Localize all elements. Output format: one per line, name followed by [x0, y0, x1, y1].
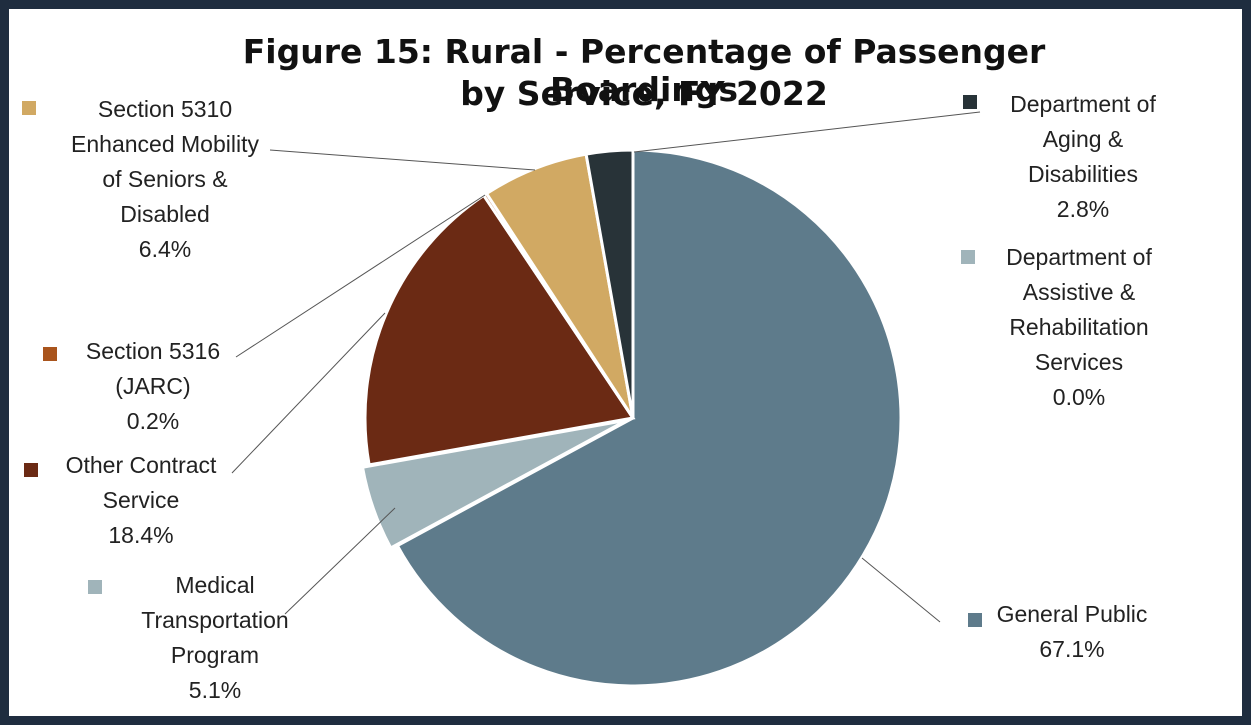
category-label-3: (JARC) — [115, 373, 190, 399]
category-label-6: Aging & — [1043, 126, 1124, 152]
category-label-3: Section 5316 — [86, 338, 220, 364]
legend-marker-6 — [963, 95, 977, 109]
category-label-5: Assistive & — [1023, 279, 1135, 305]
category-label-4: of Seniors & — [102, 166, 227, 192]
category-label-4: Enhanced Mobility — [71, 131, 259, 157]
category-label-2: Service — [103, 487, 180, 513]
data-label-0: 67.1% — [1039, 636, 1104, 662]
pie-slice-2 — [363, 193, 636, 467]
leader-line-1 — [284, 507, 396, 615]
category-label-6: Department of — [1010, 91, 1156, 117]
category-label-5: Rehabilitation — [1009, 314, 1148, 340]
data-label-1: 5.1% — [189, 677, 241, 703]
pie-slice-6 — [584, 148, 635, 419]
leader-line-6 — [633, 111, 981, 153]
category-label-0: General Public — [997, 601, 1148, 627]
chart-title-line-1: Figure 15: Rural - Percentage of Passeng… — [242, 32, 1046, 109]
data-label-4: 6.4% — [139, 236, 191, 262]
pie-slice-1 — [360, 418, 628, 550]
category-label-2: Other Contract — [66, 452, 217, 478]
legend-marker-2 — [24, 463, 38, 477]
pie-slice-0 — [395, 148, 903, 688]
leader-line-0 — [861, 557, 941, 623]
data-label-6: 2.8% — [1057, 196, 1109, 222]
category-label-5: Department of — [1006, 244, 1152, 270]
category-label-1: Program — [171, 642, 259, 668]
data-label-3: 0.2% — [127, 408, 179, 434]
leader-line-4 — [269, 149, 536, 171]
legend-marker-1 — [88, 580, 102, 594]
category-label-1: Transportation — [141, 607, 288, 633]
category-label-1: Medical — [175, 572, 254, 598]
category-label-6: Disabilities — [1028, 161, 1138, 187]
legend-marker-5 — [961, 250, 975, 264]
category-label-4: Disabled — [120, 201, 210, 227]
data-label-5: 0.0% — [1053, 384, 1105, 410]
leader-line-2 — [231, 312, 386, 474]
chart-title-line-2: by Service, FY 2022 — [460, 74, 828, 113]
legend-marker-3 — [43, 347, 57, 361]
legend-marker-4 — [22, 101, 36, 115]
category-label-4: Section 5310 — [98, 96, 232, 122]
legend-marker-0 — [968, 613, 982, 627]
data-label-2: 18.4% — [108, 522, 173, 548]
category-label-5: Services — [1035, 349, 1123, 375]
leader-line-3 — [235, 194, 486, 358]
